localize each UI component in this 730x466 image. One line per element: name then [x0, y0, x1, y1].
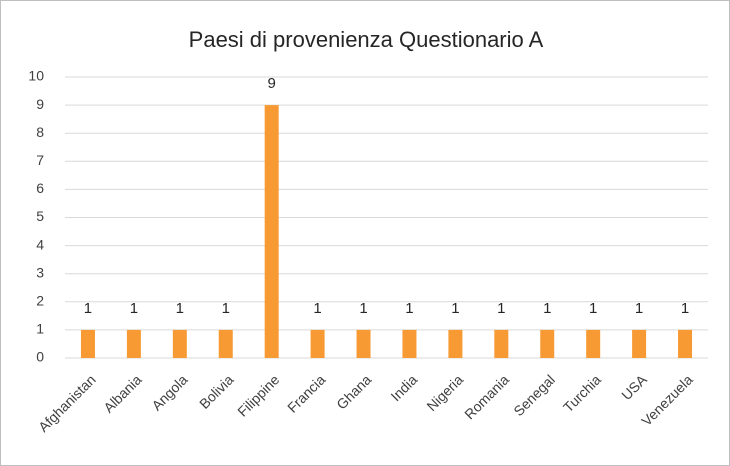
bar: [218, 329, 233, 358]
bar: [494, 329, 509, 358]
data-label: 1: [543, 300, 551, 317]
y-tick-label: 6: [36, 180, 44, 196]
data-label: 1: [84, 300, 92, 317]
bar: [172, 329, 187, 358]
y-tick-label: 5: [36, 208, 44, 224]
data-label: 1: [130, 300, 138, 317]
bar: [310, 329, 325, 358]
bar: [126, 329, 141, 358]
y-tick-label: 2: [36, 293, 44, 309]
bar: [632, 329, 647, 358]
data-label: 1: [635, 300, 643, 317]
data-label: 1: [405, 300, 413, 317]
y-tick-label: 0: [36, 349, 44, 365]
y-tick-label: 4: [36, 236, 44, 252]
data-label: 1: [176, 300, 184, 317]
bar: [448, 329, 463, 358]
data-label: 9: [268, 75, 276, 92]
y-tick-label: 1: [36, 321, 44, 337]
y-tick-label: 7: [36, 152, 44, 168]
chart-title: Paesi di provenienza Questionario A: [189, 27, 544, 52]
data-label: 1: [589, 300, 597, 317]
bar: [586, 329, 601, 358]
bar: [678, 329, 693, 358]
y-tick-label: 10: [28, 68, 44, 84]
bar: [264, 105, 279, 358]
bar: [402, 329, 417, 358]
data-label: 1: [451, 300, 459, 317]
y-tick-label: 8: [36, 124, 44, 140]
bar: [80, 329, 95, 358]
data-label: 1: [681, 300, 689, 317]
y-tick-label: 3: [36, 264, 44, 280]
data-label: 1: [222, 300, 230, 317]
y-tick-label: 9: [36, 96, 44, 112]
data-label: 1: [497, 300, 505, 317]
data-label: 1: [359, 300, 367, 317]
bar: [356, 329, 371, 358]
bar: [540, 329, 555, 358]
data-label: 1: [313, 300, 321, 317]
